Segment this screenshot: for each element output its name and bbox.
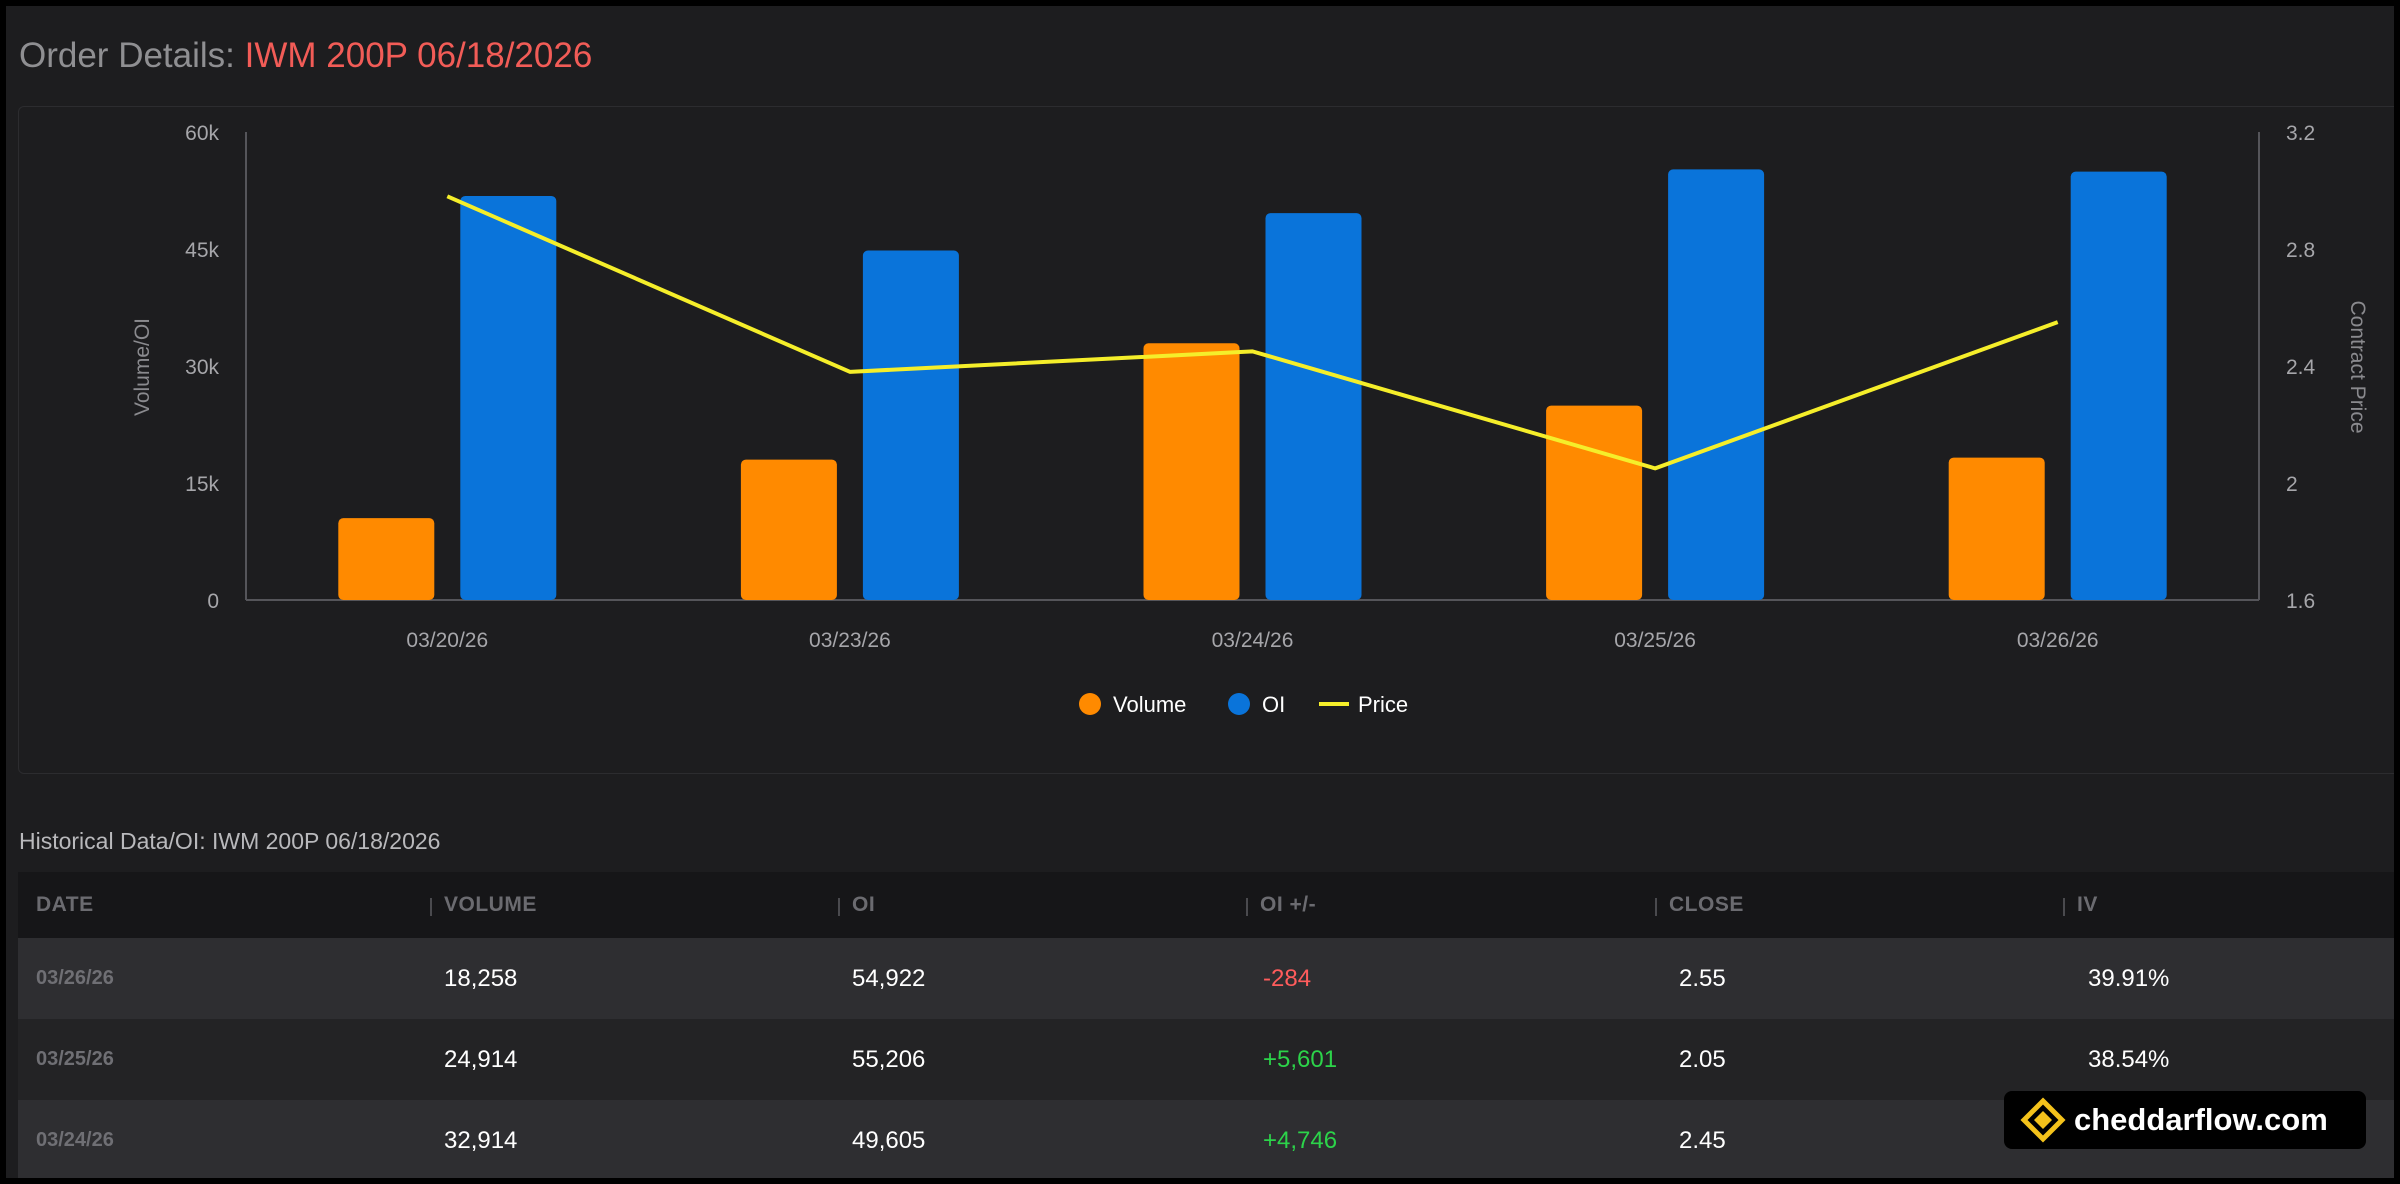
y-tick-label: 30k xyxy=(185,356,219,379)
table-row[interactable]: 03/24/26 32,914 49,605 +4,746 2.45 39.15… xyxy=(18,1100,2394,1178)
y-tick-label: 15k xyxy=(185,473,219,496)
order-details-panel: Order Details: IWM 200P 06/18/2026 0 15k 3… xyxy=(6,6,2394,1178)
y-tick-label: 60k xyxy=(185,122,219,145)
y2-tick-label: 2 xyxy=(2286,473,2298,496)
y-tick-label: 0 xyxy=(207,590,219,613)
col-resizer[interactable] xyxy=(838,898,840,916)
volume-bar[interactable] xyxy=(740,459,837,600)
col-header-oi-change[interactable]: OI +/- xyxy=(1260,893,1317,916)
y2-tick-label: 2.8 xyxy=(2286,239,2315,262)
chart-card: 0 15k 30k 45k 60k 1.6 2 2.4 2.8 3.2 Volume/OI Contr… xyxy=(18,106,2394,774)
legend-oi-label[interactable]: OI xyxy=(1262,692,1285,717)
col-header-close[interactable]: CLOSE xyxy=(1669,893,1744,916)
cell-oi-change: -284 xyxy=(1263,965,1312,992)
y-axis-title: Volume/OI xyxy=(131,318,154,416)
cell-volume: 32,914 xyxy=(444,1127,518,1154)
col-header-date[interactable]: DATE xyxy=(36,893,94,916)
oi-bar[interactable] xyxy=(460,195,557,600)
oi-bar[interactable] xyxy=(2070,171,2167,600)
legend-volume-swatch xyxy=(1079,693,1101,715)
legend-price-label[interactable]: Price xyxy=(1358,692,1408,717)
cell-oi-change: +5,601 xyxy=(1263,1046,1338,1073)
cell-close: 2.05 xyxy=(1679,1046,1726,1073)
title-symbol: IWM 200P 06/18/2026 xyxy=(244,36,593,75)
price-line[interactable] xyxy=(446,194,2059,471)
volume-bar[interactable] xyxy=(1143,343,1240,600)
legend-volume-label[interactable]: Volume xyxy=(1113,692,1186,717)
col-resizer[interactable] xyxy=(2063,898,2065,916)
col-header-iv[interactable]: IV xyxy=(2077,893,2098,916)
table-row[interactable]: 03/26/26 18,258 54,922 -284 2.55 39.91% xyxy=(18,938,2394,1019)
brand-name: cheddarflow.com xyxy=(2074,1102,2328,1137)
table-row[interactable]: 03/25/26 24,914 55,206 +5,601 2.05 38.54… xyxy=(18,1019,2394,1100)
table-header: DATE VOLUME OI OI +/- CLOSE IV xyxy=(18,872,2394,938)
col-resizer[interactable] xyxy=(1246,898,1248,916)
cell-oi-change: +4,746 xyxy=(1263,1127,1338,1154)
col-header-oi[interactable]: OI xyxy=(852,893,876,916)
col-resizer[interactable] xyxy=(430,898,432,916)
volume-bar[interactable] xyxy=(338,518,435,600)
cell-close: 2.45 xyxy=(1679,1127,1726,1154)
cell-date: 03/26/26 xyxy=(36,967,114,989)
y2-tick-label: 2.4 xyxy=(2286,356,2316,379)
cheddarflow-logo-icon xyxy=(2020,1097,2066,1143)
cell-oi: 54,922 xyxy=(852,965,926,992)
oi-bar[interactable] xyxy=(1668,169,1765,601)
legend-oi-swatch xyxy=(1228,693,1250,715)
cell-close: 2.55 xyxy=(1679,965,1726,992)
title-label: Order Details: xyxy=(19,36,235,75)
y2-tick-label: 3.2 xyxy=(2286,122,2315,145)
cell-volume: 18,258 xyxy=(444,965,518,992)
page-title: Order Details: IWM 200P 06/18/2026 xyxy=(19,36,592,76)
historical-title: Historical Data/OI: IWM 200P 06/18/2026 xyxy=(19,828,441,854)
cell-iv: 39.91% xyxy=(2088,965,2170,992)
y2-axis-title: Contract Price xyxy=(2346,300,2369,433)
y-tick-label: 45k xyxy=(185,239,219,262)
x-tick-label: 03/20/26 xyxy=(406,629,488,652)
col-resizer[interactable] xyxy=(1655,898,1657,916)
cell-oi: 55,206 xyxy=(852,1046,926,1073)
volume-bar[interactable] xyxy=(1948,457,2045,600)
y2-tick-label: 1.6 xyxy=(2286,590,2315,613)
x-tick-label: 03/26/26 xyxy=(2017,629,2099,652)
cell-date: 03/25/26 xyxy=(36,1048,114,1070)
historical-table: DATE VOLUME OI OI +/- CLOSE IV 03/26/26 … xyxy=(18,872,2394,1178)
volume-bar[interactable] xyxy=(1546,405,1643,600)
oi-bar[interactable] xyxy=(862,250,959,600)
x-tick-label: 03/23/26 xyxy=(809,629,891,652)
x-tick-label: 03/25/26 xyxy=(1614,629,1696,652)
volume-oi-price-chart: 0 15k 30k 45k 60k 1.6 2 2.4 2.8 3.2 Volume/OI Contr… xyxy=(131,122,2369,717)
cell-oi: 49,605 xyxy=(852,1127,926,1154)
cell-volume: 24,914 xyxy=(444,1046,518,1073)
col-header-volume[interactable]: VOLUME xyxy=(444,893,537,916)
x-tick-label: 03/24/26 xyxy=(1212,629,1294,652)
brand-badge: cheddarflow.com xyxy=(2004,1091,2366,1149)
cell-iv: 38.54% xyxy=(2088,1046,2170,1073)
cell-date: 03/24/26 xyxy=(36,1129,114,1151)
oi-bar[interactable] xyxy=(1265,213,1362,600)
